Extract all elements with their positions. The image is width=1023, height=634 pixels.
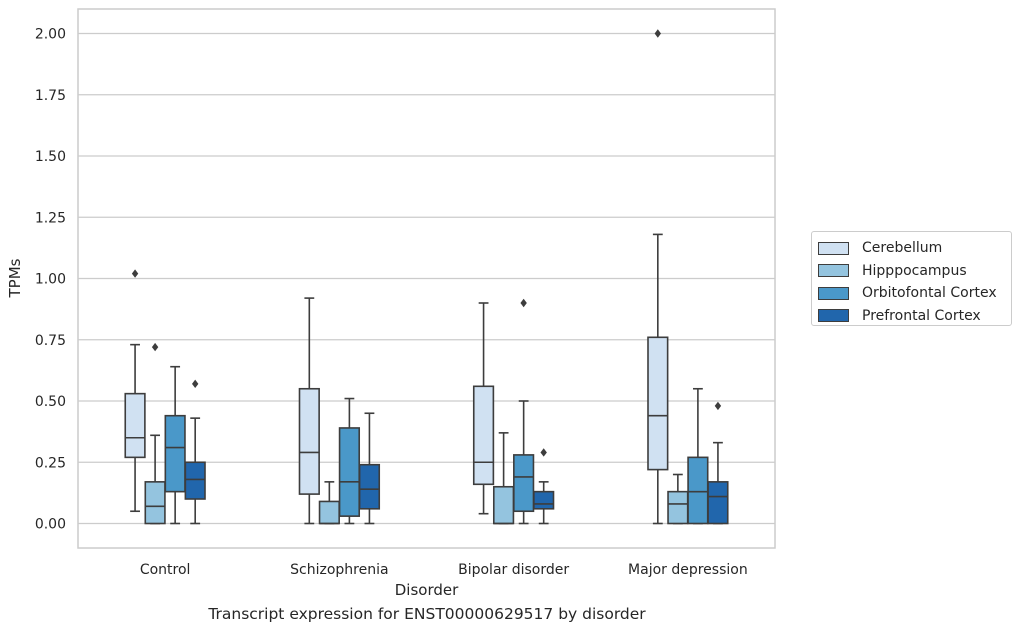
- box-iqr: [492, 485, 515, 525]
- legend-item-prefrontal: Prefrontal Cortex: [818, 305, 1011, 328]
- box-hipppocampus-major-depression: [667, 473, 689, 525]
- y-tick-0-25: 0.25: [35, 455, 66, 471]
- box-iqr: [124, 392, 146, 459]
- box-hipppocampus-control: [144, 342, 166, 525]
- box-iqr: [184, 461, 206, 500]
- figure-caption: Transcript expression for ENST0000062951…: [208, 605, 646, 623]
- box-iqr: [164, 414, 186, 493]
- box-iqr: [707, 481, 729, 525]
- outlier-point: [131, 269, 139, 278]
- box-prefrontal-cortex-schizophrenia: [358, 412, 381, 525]
- box-iqr: [647, 336, 669, 471]
- box-iqr: [513, 454, 535, 513]
- legend-swatch-prefrontal: [818, 309, 849, 323]
- outlier-point: [540, 448, 547, 457]
- box-iqr: [298, 387, 320, 495]
- box-hipppocampus-schizophrenia: [318, 481, 340, 525]
- legend-label-prefrontal: Prefrontal Cortex: [862, 307, 981, 324]
- legend-swatch-orbitofrontal: [818, 286, 849, 300]
- outlier-point: [520, 298, 527, 308]
- x-tick-schizophrenia: Schizophrenia: [290, 562, 388, 578]
- box-iqr: [358, 463, 381, 510]
- y-tick-1-50: 1.50: [35, 149, 66, 165]
- box-iqr: [533, 490, 555, 510]
- x-tick-labels: Control Schizophrenia Bipolar disorder Majo…: [140, 562, 748, 578]
- box-orbitofontal-cortex-control: [164, 365, 186, 525]
- y-axis-label: TPMs: [6, 258, 24, 298]
- x-tick-control: Control: [140, 562, 191, 578]
- box-iqr: [472, 385, 495, 486]
- box-cerebellum-bipolar-disorder: [472, 302, 495, 515]
- x-tick-bipolar-disorder: Bipolar disorder: [458, 562, 569, 578]
- legend-label-cerebellum: Cerebellum: [862, 240, 943, 257]
- x-tick-major-depression: Major depression: [628, 562, 748, 578]
- x-axis-label: Disorder: [395, 581, 459, 599]
- outlier-point: [654, 29, 662, 38]
- y-tick-1-00: 1.00: [35, 272, 66, 288]
- y-tick-0-50: 0.50: [35, 394, 66, 410]
- box-orbitofontal-cortex-schizophrenia: [338, 397, 361, 525]
- box-iqr: [318, 500, 340, 525]
- outlier-point: [191, 379, 199, 389]
- box-cerebellum-control: [124, 269, 146, 513]
- legend-item-hippocampus: Hipppocampus: [818, 260, 1011, 283]
- box-hipppocampus-bipolar-disorder: [492, 432, 515, 525]
- box-cerebellum-schizophrenia: [298, 297, 320, 525]
- box-iqr: [667, 490, 689, 525]
- box-orbitofontal-cortex-major-depression: [687, 387, 709, 525]
- y-tick-labels: 0.00 0.25 0.50 0.75 1.00 1.25 1.50 1.75 2.00: [35, 27, 66, 533]
- box-iqr: [687, 456, 709, 525]
- box-orbitofontal-cortex-bipolar-disorder: [513, 298, 535, 525]
- y-tick-0-00: 0.00: [35, 517, 66, 533]
- box-iqr: [338, 427, 361, 517]
- box-prefrontal-cortex-control: [184, 379, 206, 525]
- box-prefrontal-cortex-bipolar-disorder: [533, 448, 555, 525]
- box-prefrontal-cortex-major-depression: [707, 401, 729, 525]
- legend-swatch-hippocampus: [818, 264, 849, 278]
- legend-swatch-cerebellum: [818, 241, 849, 255]
- y-tick-1-75: 1.75: [35, 88, 66, 104]
- y-tick-1-25: 1.25: [35, 210, 66, 226]
- y-tick-0-75: 0.75: [35, 333, 66, 349]
- legend: Cerebellum Hipppocampus Orbitofontal Cor…: [811, 231, 1012, 326]
- outlier-point: [151, 342, 159, 352]
- legend-item-orbitofrontal: Orbitofontal Cortex: [818, 282, 1011, 305]
- legend-label-hippocampus: Hipppocampus: [862, 262, 967, 279]
- legend-item-cerebellum: Cerebellum: [818, 237, 1011, 260]
- box-cerebellum-major-depression: [647, 29, 669, 525]
- box-iqr: [144, 481, 166, 525]
- y-tick-2-00: 2.00: [35, 27, 66, 43]
- plot-frame: [77, 8, 776, 549]
- box-series: [124, 29, 729, 525]
- legend-label-orbitofrontal: Orbitofontal Cortex: [862, 285, 997, 302]
- outlier-point: [714, 401, 722, 411]
